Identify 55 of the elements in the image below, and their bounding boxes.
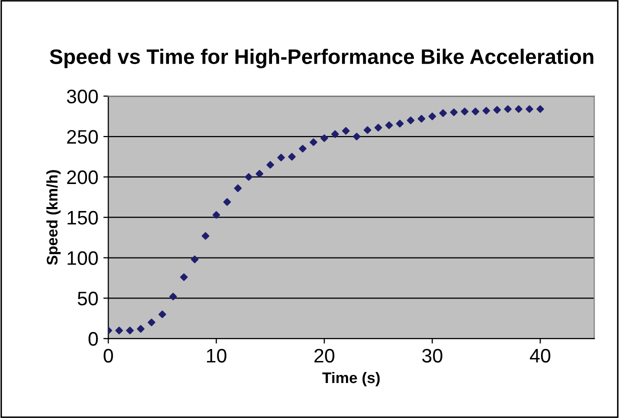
y-tick-label: 50 [78, 292, 98, 306]
x-tick-label: 0 [104, 348, 113, 363]
point [352, 132, 360, 140]
point [234, 184, 242, 192]
point [514, 105, 522, 113]
point [180, 273, 188, 281]
x-axis-title: Time (s) [322, 372, 380, 386]
y-tick-label: 150 [68, 210, 98, 225]
point [288, 152, 296, 161]
point [310, 138, 318, 146]
point [406, 116, 414, 124]
point [450, 108, 458, 116]
point [439, 109, 447, 117]
point [169, 292, 177, 300]
point [385, 121, 393, 130]
point [331, 130, 339, 138]
point [342, 127, 350, 135]
point [223, 198, 231, 206]
x-tick-label: 30 [422, 348, 442, 363]
point [364, 126, 372, 134]
point [482, 106, 490, 114]
point [320, 134, 328, 142]
point [256, 170, 264, 178]
y-tick-label: 100 [68, 251, 98, 266]
point [212, 211, 220, 219]
y-tick-label: 0 [88, 332, 98, 346]
point [202, 232, 210, 240]
y-tick-label: 300 [66, 90, 98, 104]
point [126, 326, 134, 334]
x-tick-label: 20 [314, 348, 334, 363]
point [493, 106, 501, 114]
point [190, 256, 199, 264]
y-axis-title: Speed (km/h) [46, 170, 61, 265]
point [158, 310, 166, 318]
point [418, 114, 426, 123]
point [244, 173, 252, 181]
point [428, 112, 436, 120]
point [136, 325, 145, 333]
point [396, 120, 404, 128]
y-tick-label: 200 [67, 170, 98, 184]
chart-title: Speed vs Time for High-Performance Bike Acceleration [50, 48, 594, 68]
x-tick-label: 10 [206, 348, 226, 363]
point [277, 154, 285, 162]
point [472, 108, 480, 116]
x-tick-label: 40 [530, 348, 550, 363]
point [148, 318, 156, 326]
y-tick-label: 250 [67, 130, 98, 144]
point [115, 326, 123, 334]
point [374, 124, 382, 132]
point [460, 108, 468, 116]
point [266, 161, 274, 169]
point [298, 144, 306, 152]
point [536, 105, 544, 113]
point [526, 105, 534, 113]
point [504, 105, 512, 113]
